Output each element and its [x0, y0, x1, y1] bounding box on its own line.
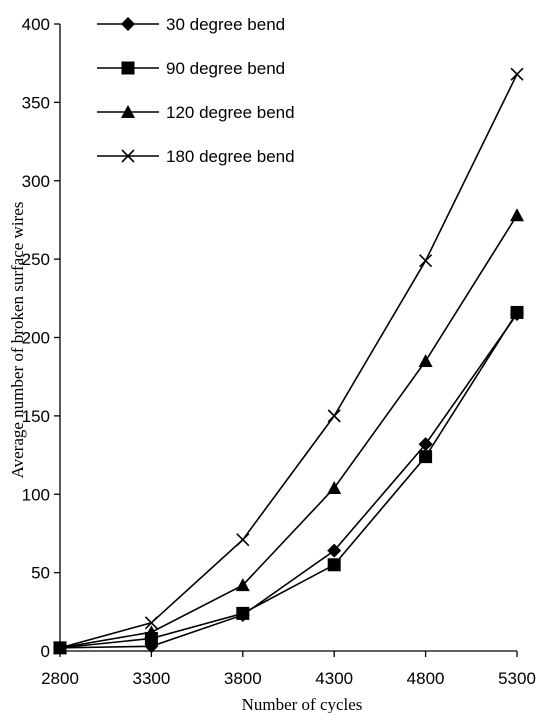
data-point [510, 67, 524, 81]
y-axis-title: Average number of broken surface wires [8, 202, 27, 479]
y-tick-label: 100 [22, 485, 50, 504]
y-tick-label: 250 [22, 250, 50, 269]
x-tick-label: 4300 [315, 669, 353, 688]
series-line [59, 214, 518, 649]
x-tick-label: 2800 [41, 669, 79, 688]
data-point [327, 409, 341, 423]
series-1 [53, 306, 524, 655]
legend-item: 30 degree bend [97, 15, 285, 34]
legend-item: 120 degree bend [97, 103, 295, 122]
legend-label: 90 degree bend [166, 59, 285, 78]
legend-marker [121, 105, 135, 118]
y-tick-label: 200 [22, 329, 50, 348]
y-tick-label: 50 [31, 564, 50, 583]
series-2 [53, 305, 524, 655]
legend: 30 degree bend 90 degree bend 120 degree b… [97, 15, 295, 166]
data-point [418, 354, 433, 368]
x-tick-label: 5300 [498, 669, 536, 688]
data-point [510, 305, 524, 319]
y-tick-label: 300 [22, 172, 50, 191]
y-axis: 0 50 100 150 200 250 300 350 400 [22, 15, 61, 661]
series-4 [53, 67, 524, 655]
data-point [144, 616, 158, 630]
data-point [144, 625, 159, 639]
data-point [419, 450, 433, 464]
data-point [235, 578, 250, 592]
series-line [59, 311, 518, 649]
x-axis-title: Number of cycles [242, 695, 363, 713]
legend-label: 30 degree bend [166, 15, 285, 34]
series-3 [53, 208, 524, 654]
legend-item: 180 degree bend [97, 147, 295, 166]
y-tick-label: 350 [22, 93, 50, 112]
legend-marker [121, 149, 135, 163]
data-point [53, 641, 67, 655]
legend-marker [121, 61, 135, 75]
series-line [59, 313, 518, 649]
series-layer [53, 67, 524, 655]
data-point [327, 558, 341, 572]
data-point [236, 533, 250, 547]
x-axis: 2800 3300 3800 4300 4800 5300 [41, 650, 536, 688]
x-tick-label: 3800 [224, 669, 262, 688]
y-tick-label: 150 [22, 407, 50, 426]
data-point [236, 606, 250, 620]
data-point [419, 254, 433, 268]
legend-label: 120 degree bend [166, 103, 295, 122]
data-point [510, 208, 524, 222]
data-point [418, 437, 433, 452]
y-tick-label: 0 [41, 642, 50, 661]
data-point [327, 480, 342, 494]
series-line [59, 73, 518, 649]
x-tick-label: 3300 [132, 669, 170, 688]
legend-item: 90 degree bend [97, 59, 285, 78]
legend-marker [121, 17, 135, 31]
y-tick-label: 400 [22, 15, 50, 34]
legend-label: 180 degree bend [166, 147, 295, 166]
data-point [327, 543, 342, 558]
x-tick-label: 4800 [407, 669, 445, 688]
